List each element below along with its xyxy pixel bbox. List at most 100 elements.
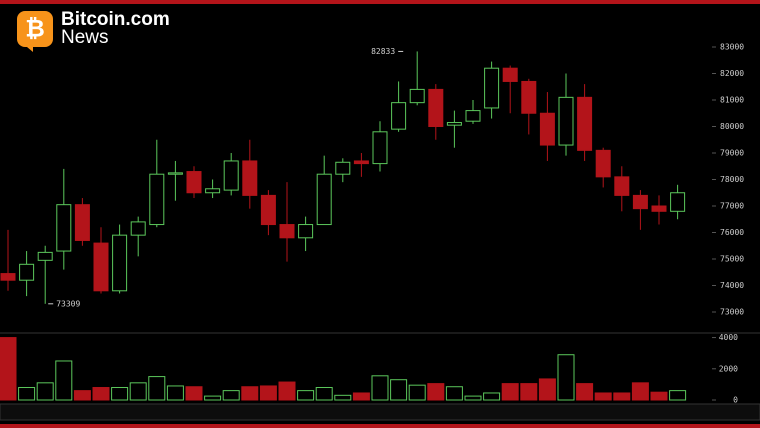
candle-body <box>56 204 72 252</box>
candle-body <box>353 160 369 165</box>
bottom-border <box>0 424 760 428</box>
candle-body <box>632 194 648 210</box>
candle-body <box>0 273 16 281</box>
volume-bar <box>501 383 519 401</box>
volume-bar <box>129 382 147 401</box>
candle-body <box>298 224 314 239</box>
volume-bar <box>594 392 612 401</box>
candle-body <box>112 234 128 292</box>
candle-body <box>614 176 630 196</box>
volume-bar <box>464 395 482 401</box>
candle-body <box>130 221 146 236</box>
volume-bar <box>55 360 73 401</box>
candle-body <box>93 242 109 292</box>
y-tick-label: 80000 <box>720 122 744 131</box>
volume-bar <box>445 386 463 401</box>
candle-body <box>19 263 35 281</box>
y-tick-label: 82000 <box>720 69 744 78</box>
y-tick-label: 73000 <box>720 308 744 317</box>
candle-body <box>502 67 518 82</box>
volume-bar <box>204 395 222 401</box>
volume-bar <box>557 354 575 401</box>
candle-body <box>521 80 537 114</box>
candle-body <box>260 194 276 226</box>
annotation: 73309 <box>56 299 80 308</box>
volume-bar <box>259 385 277 401</box>
candle-body <box>167 172 183 175</box>
y-tick-label: 81000 <box>720 96 744 105</box>
v-tick-label: 2000 <box>719 364 738 373</box>
volume-bar <box>111 387 129 401</box>
candle-body <box>335 161 351 175</box>
y-tick-label: 75000 <box>720 255 744 264</box>
candle-body <box>279 224 295 239</box>
volume-bar <box>408 384 426 401</box>
candle-body <box>484 67 500 109</box>
logo: ₿ Bitcoin.com News <box>17 9 170 52</box>
volume-bar <box>334 394 352 401</box>
scroll-bar <box>0 403 760 421</box>
volume-bar <box>166 385 184 401</box>
candle-body <box>149 173 165 226</box>
volume-bar <box>352 392 370 401</box>
volume-bar <box>427 383 445 401</box>
volume-bar <box>669 390 687 401</box>
candle-body <box>372 131 388 165</box>
y-tick-label: 74000 <box>720 281 744 290</box>
volume-bar <box>650 391 668 401</box>
candle-body <box>651 205 667 212</box>
candle-body <box>558 96 574 146</box>
candle-body <box>316 173 332 226</box>
candle-body <box>205 188 221 194</box>
logo-brand: Bitcoin.com <box>61 9 170 30</box>
logo-sub: News <box>61 27 109 48</box>
y-tick-label: 79000 <box>720 149 744 158</box>
volume-bar <box>520 383 538 401</box>
candle-body <box>391 102 407 130</box>
logo-tail <box>27 46 33 52</box>
volume-bar <box>538 378 556 401</box>
y-tick-label: 83000 <box>720 43 744 52</box>
volume-bar <box>371 375 389 401</box>
candle-body <box>465 110 481 122</box>
candle-body <box>409 88 425 104</box>
candle-body <box>577 96 593 151</box>
candle-body <box>446 122 462 126</box>
y-tick-label: 76000 <box>720 228 744 237</box>
candle-body <box>428 88 444 127</box>
candle-body <box>37 251 53 261</box>
candle-body <box>595 149 611 178</box>
volume-bar <box>631 382 649 401</box>
volume-bar <box>576 383 594 401</box>
volume-bar <box>92 387 110 401</box>
volume-bar <box>148 376 166 401</box>
volume-bar <box>315 387 333 401</box>
logo-icon <box>17 11 53 47</box>
logo-symbol: ₿ <box>25 15 45 42</box>
v-tick-label: 0 <box>733 396 738 405</box>
y-tick-label: 77000 <box>720 202 744 211</box>
y-tick-label: 78000 <box>720 175 744 184</box>
volume-bar <box>297 390 315 401</box>
v-tick-label: 4000 <box>719 333 738 342</box>
volume-bar <box>185 386 203 401</box>
volume-bar <box>613 392 631 401</box>
candle-body <box>242 160 258 196</box>
candle-body <box>670 192 686 212</box>
volume-bar <box>390 379 408 401</box>
annotation: 82833 <box>371 47 395 56</box>
volume-bar <box>278 381 296 401</box>
candle-body <box>223 160 239 191</box>
candle-body <box>539 112 555 146</box>
volume-bar <box>18 387 36 401</box>
volume-bar <box>483 392 501 401</box>
candle-body <box>186 171 202 194</box>
volume-bar <box>0 337 17 401</box>
volume-bar <box>241 386 259 401</box>
candle-body <box>74 204 90 241</box>
volume-bar <box>222 390 240 401</box>
volume-bar <box>73 390 91 401</box>
top-border <box>0 0 760 4</box>
